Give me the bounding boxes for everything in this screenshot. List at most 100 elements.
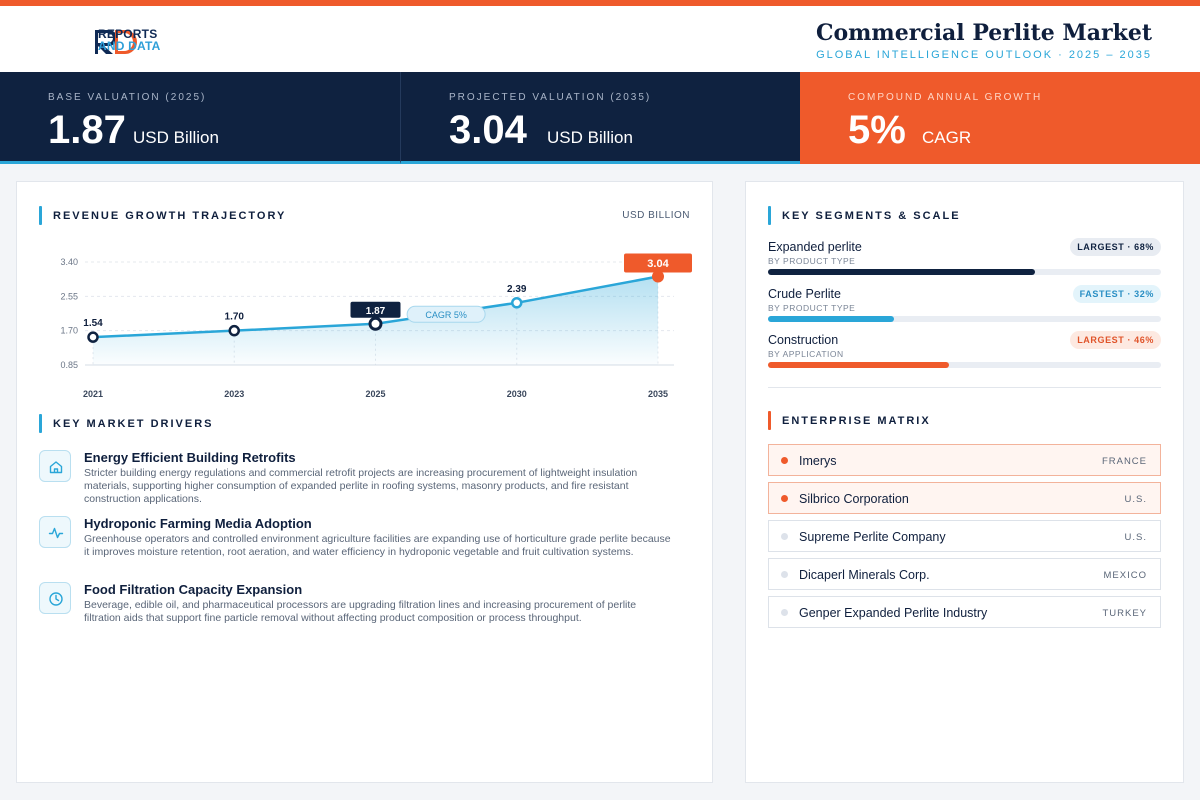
kpi-value: 5% [848,108,906,152]
segment-category: BY PRODUCT TYPE [768,256,856,266]
data-label-box [350,301,401,318]
top-accent-bar [0,0,1200,6]
driver-description: Stricter building energy regulations and… [84,467,638,505]
data-point [228,324,240,337]
header: REPORTS AND DATA Commercial Perlite Mark… [0,6,1200,72]
page-subtitle: GLOBAL INTELLIGENCE OUTLOOK · 2025 – 203… [816,49,1152,61]
kpi-label: PROJECTED VALUATION (2035) [449,92,652,103]
segment-name: Crude Perlite [768,287,841,301]
data-label: 3.04 [647,258,669,270]
revenue-heading: REVENUE GROWTH TRAJECTORY [39,206,286,225]
x-tick-label: 2023 [224,389,244,399]
status-dot [781,571,788,578]
segment-name: Expanded perlite [768,240,862,254]
company-country: MEXICO [1103,570,1147,581]
left-panel: REVENUE GROWTH TRAJECTORY USD BILLION 3.… [16,181,713,783]
status-dot [781,457,788,464]
kpi-unit: USD Billion [547,128,633,147]
enterprise-row[interactable]: Imerys FRANCE [768,444,1161,476]
page-title: Commercial Perlite Market [815,20,1152,46]
company-name: Supreme Perlite Company [799,530,946,544]
data-point [87,331,99,343]
data-label: 1.70 [225,312,245,323]
y-tick-label: 3.40 [60,257,78,267]
driver-title: Energy Efficient Building Retrofits [84,450,296,465]
segment-bar-fill [768,316,894,322]
driver-description: Beverage, edible oil, and pharmaceutical… [84,599,637,624]
pulse-icon [39,516,71,548]
home-icon [39,450,71,482]
segments-heading: KEY SEGMENTS & SCALE [768,206,961,225]
kpi-base-valuation: BASE VALUATION (2025) 1.87 USD Billion [0,72,400,164]
cagr-pill-label: CAGR 5% [425,310,467,320]
section-divider [768,387,1161,388]
segment-category: BY APPLICATION [768,349,844,359]
kpi-label: COMPOUND ANNUAL GROWTH [848,92,1043,103]
segment-bar-track [768,362,1161,368]
driver-title: Hydroponic Farming Media Adoption [84,516,312,531]
company-country: FRANCE [1101,456,1147,467]
company-name: Silbrico Corporation [799,492,909,506]
segment-bar-fill [768,269,1036,275]
company-country: U.S. [1124,494,1147,505]
y-tick-label: 1.70 [60,326,78,336]
y-tick-label: 0.85 [60,360,78,370]
brand-line-2: AND DATA [98,39,161,53]
segment-badge: LARGEST · 68% [1070,238,1161,256]
segment-item: Crude Perlite BY PRODUCT TYPE FASTEST · … [768,285,1161,327]
x-tick-label: 2021 [83,389,103,399]
data-point [511,297,523,309]
segment-bar-fill [768,362,949,368]
data-label-box [624,253,692,273]
cagr-pill [406,305,486,323]
company-name: Imerys [799,454,837,468]
y-tick-label: 2.55 [60,291,78,301]
data-label: 1.54 [83,318,103,329]
kpi-projected-valuation: PROJECTED VALUATION (2035) 3.04 USD Bill… [400,72,800,164]
status-dot [781,495,788,502]
enterprise-row[interactable]: Silbrico Corporation U.S. [768,482,1161,514]
x-tick-label: 2035 [648,389,668,399]
kpi-cagr: COMPOUND ANNUAL GROWTH 5% CAGR [800,72,1200,164]
segment-bar-track [768,269,1161,275]
brand-line-1: REPORTS [98,27,158,41]
data-label: 1.87 [366,306,386,317]
data-point [368,316,383,331]
enterprise-row[interactable]: Genper Expanded Perlite Industry TURKEY [768,596,1161,628]
company-country: U.S. [1124,532,1147,543]
segment-badge: FASTEST · 32% [1072,285,1161,303]
segment-bar-track [768,316,1161,322]
brand-wordmark: REPORTS AND DATA [98,28,160,52]
x-tick-label: 2025 [365,389,385,399]
kpi-value: 1.87 [48,108,126,152]
kpi-value: 3.04 [449,108,527,152]
company-name: Genper Expanded Perlite Industry [799,606,988,620]
revenue-unit: USD BILLION [622,210,690,221]
status-dot [781,609,788,616]
right-panel: KEY SEGMENTS & SCALE Expanded perlite BY… [745,181,1184,783]
enterprise-heading: ENTERPRISE MATRIX [768,411,931,430]
enterprise-row[interactable]: Dicaperl Minerals Corp. MEXICO [768,558,1161,590]
segment-badge: LARGEST · 46% [1070,331,1161,349]
company-country: TURKEY [1102,608,1147,619]
status-dot [781,533,788,540]
brand-logo [95,30,137,54]
driver-description: Greenhouse operators and controlled envi… [84,533,671,558]
segment-item: Construction BY APPLICATION LARGEST · 46… [768,331,1161,373]
clock-icon [39,582,71,614]
data-point [652,270,664,283]
enterprise-row[interactable]: Supreme Perlite Company U.S. [768,520,1161,552]
data-label: 2.39 [507,284,527,295]
kpi-unit: CAGR [922,128,972,147]
segment-item: Expanded perlite BY PRODUCT TYPE LARGEST… [768,238,1161,280]
kpi-unit: USD Billion [133,128,219,147]
company-name: Dicaperl Minerals Corp. [799,568,930,582]
x-tick-label: 2030 [507,389,527,399]
revenue-chart: 3.40 2.55 1.70 0.85 2021 2023 2025 2030 2035 CAGR… [60,253,692,399]
drivers-heading: KEY MARKET DRIVERS [39,414,213,433]
kpi-label: BASE VALUATION (2025) [48,92,207,103]
driver-title: Food Filtration Capacity Expansion [84,582,303,597]
segment-name: Construction [768,333,839,347]
area-fill [93,276,658,365]
segment-category: BY PRODUCT TYPE [768,303,856,313]
